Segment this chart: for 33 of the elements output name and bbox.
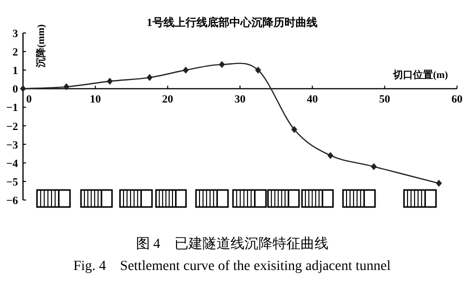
point	[106, 78, 113, 85]
x-tick-label: 50	[379, 94, 391, 106]
point	[63, 83, 70, 90]
y-tick-label: 2	[12, 46, 18, 59]
y-tick-label: −3	[6, 139, 18, 152]
y-axis-title: 沉降(mm)	[35, 24, 47, 69]
y-tick-label: −4	[6, 158, 18, 170]
y-tick-label: 0	[12, 84, 18, 96]
x-tick-label: 60	[452, 94, 463, 106]
point	[327, 152, 334, 159]
point	[20, 85, 26, 92]
x-tick-label: 40	[306, 94, 318, 106]
point	[218, 61, 225, 68]
caption: Fig. 4 Settlement curve of the exisiting adjacent tunnel	[73, 259, 391, 274]
y-tick-label: 3	[12, 28, 18, 40]
point	[255, 66, 262, 74]
x-axis-title: 切口位置(m)	[392, 69, 448, 81]
x-tick-label: 10	[90, 94, 102, 106]
chart-title: 1号线上行线底部中心沉降历时曲线	[146, 16, 318, 29]
x-tick-label: 0	[26, 94, 32, 106]
x-tick-label: 30	[234, 94, 246, 106]
point	[182, 66, 189, 74]
caption: 图 4 已建隧道线沉降特征曲线	[136, 236, 328, 252]
point	[291, 126, 298, 133]
point	[146, 74, 153, 82]
y-tick-label: −5	[6, 176, 18, 188]
point	[370, 163, 377, 170]
x-tick-label: 20	[162, 94, 174, 106]
y-tick-label: −2	[6, 120, 18, 133]
point	[436, 180, 442, 187]
y-tick-label: 1	[12, 65, 18, 78]
y-tick-label: −1	[6, 102, 18, 114]
y-tick-label: −6	[6, 195, 18, 207]
